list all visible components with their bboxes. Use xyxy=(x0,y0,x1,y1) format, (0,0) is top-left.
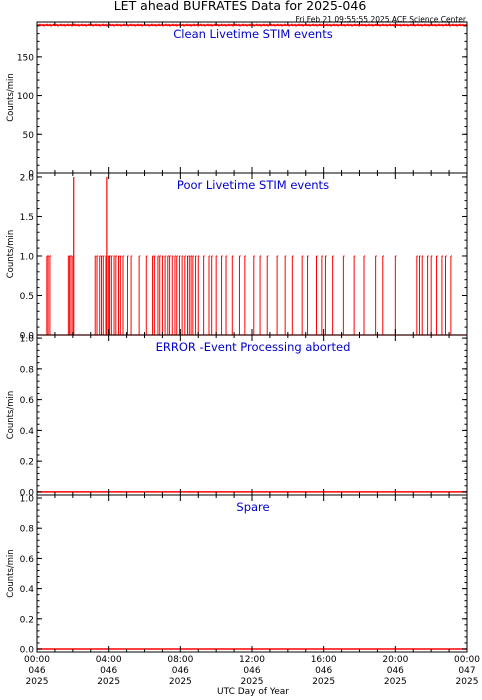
panel-frame xyxy=(36,494,468,653)
y-tick-label: 50 xyxy=(23,131,35,141)
chart-panel-1: 0 50 100 150 Clean Livetime STIM events Count… xyxy=(6,21,468,180)
panel-title: Poor Livetime STIM events xyxy=(177,178,329,192)
x-tick-label: 2025 xyxy=(312,677,335,687)
y-tick-label: 100 xyxy=(17,92,34,102)
x-tick-label: 08:00 xyxy=(167,655,193,665)
panel-title: Clean Livetime STIM events xyxy=(173,27,332,41)
panel-title: Spare xyxy=(236,500,269,514)
y-axis-label: Counts/min xyxy=(6,73,16,122)
y-tick-label: 0.2 xyxy=(20,458,34,468)
y-tick-label: 150 xyxy=(17,53,34,63)
y-tick-label: 0.0 xyxy=(20,332,35,342)
y-axis-label: Counts/min xyxy=(6,549,16,598)
y-tick-label: 0.6 xyxy=(20,396,35,406)
x-tick-label: 12:00 xyxy=(239,655,265,665)
x-tick-label: 046 xyxy=(172,666,189,676)
x-tick-label: 2025 xyxy=(97,677,120,687)
x-tick-label: 2025 xyxy=(241,677,264,687)
x-axis-label: UTC Day of Year xyxy=(217,687,289,697)
x-tick-label: 16:00 xyxy=(311,655,337,665)
y-tick-label: 0.4 xyxy=(20,585,35,595)
y-tick-label: 0.2 xyxy=(20,615,34,625)
x-tick-label: 2025 xyxy=(384,677,407,687)
chart-panel-4: 0.0 0.2 0.4 0.6 0.8 1.0 Spare Counts/min xyxy=(6,494,468,655)
y-tick-label: 1.0 xyxy=(20,335,35,345)
x-tick-label: 046 xyxy=(28,666,45,676)
figure-title: LET ahead BUFRATES Data for 2025-046 xyxy=(114,0,367,13)
y-tick-label: 0.8 xyxy=(20,525,35,535)
x-tick-label: 047 xyxy=(458,666,475,676)
y-tick-label: 0 xyxy=(28,170,34,180)
y-tick-label: 0.8 xyxy=(20,365,35,375)
x-tick-label: 20:00 xyxy=(382,655,408,665)
x-tick-label: 2025 xyxy=(169,677,192,687)
y-tick-label: 2.0 xyxy=(20,173,35,183)
x-tick-label: 046 xyxy=(243,666,260,676)
x-tick-label: 2025 xyxy=(456,677,479,687)
y-tick-label: 1.5 xyxy=(20,213,34,223)
x-tick-label: 046 xyxy=(315,666,332,676)
panel-frame xyxy=(36,21,468,174)
x-tick-label: 2025 xyxy=(26,677,49,687)
chart-panel-3: 0.0 0.2 0.4 0.6 0.8 1.0 ERROR -Event Processin… xyxy=(6,334,468,498)
y-tick-label: 1.0 xyxy=(20,252,35,262)
panel-title: ERROR -Event Processing aborted xyxy=(156,340,351,354)
x-tick-label: 00:00 xyxy=(454,655,480,665)
y-tick-label: 0.0 xyxy=(20,645,35,655)
y-tick-label: 1.0 xyxy=(20,495,35,505)
y-axis-label: Counts/min xyxy=(6,230,16,279)
panels-group: 0 50 100 150 Clean Livetime STIM events Count… xyxy=(6,21,468,655)
x-tick-label: 046 xyxy=(387,666,404,676)
x-tick-label: 00:00 xyxy=(24,655,50,665)
chart-panel-2: 0.0 0.5 1.0 1.5 2.0 Poor Livetime STIM events… xyxy=(6,172,468,342)
generation-timestamp: Fri Feb 21 09:55:55 2025 ACE Science Cen… xyxy=(295,15,466,24)
y-tick-label: 0.5 xyxy=(20,292,34,302)
y-tick-label: 0.6 xyxy=(20,555,35,565)
x-axis-group: 00:00046202504:00046202508:00046202512:0… xyxy=(24,655,480,687)
x-tick-label: 04:00 xyxy=(96,655,122,665)
x-tick-label: 046 xyxy=(100,666,117,676)
y-tick-label: 0.0 xyxy=(20,488,35,498)
y-tick-label: 0.4 xyxy=(20,427,35,437)
panel-frame xyxy=(36,334,468,496)
y-axis-label: Counts/min xyxy=(6,391,16,440)
